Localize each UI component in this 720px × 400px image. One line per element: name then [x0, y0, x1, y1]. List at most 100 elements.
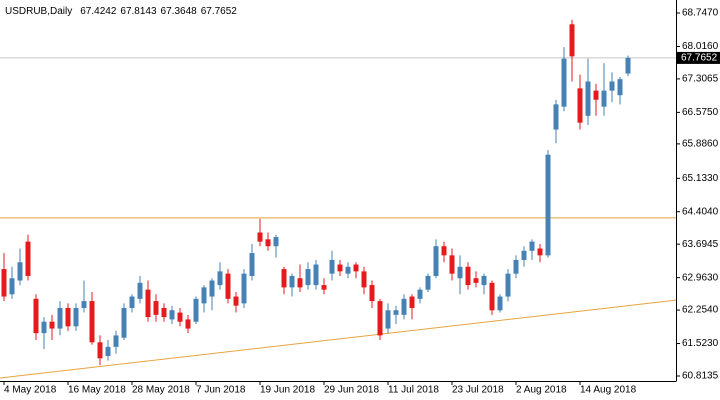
x-tick-label: 19 Jun 2018: [260, 385, 315, 396]
candle-body: [289, 275, 295, 288]
candle-body: [41, 321, 47, 334]
candle-body: [193, 298, 199, 322]
price-label: 67.7652: [681, 53, 718, 64]
candle-body: [145, 289, 151, 318]
candle-body: [281, 269, 287, 288]
candle-body: [561, 58, 567, 107]
candle-body: [537, 248, 543, 256]
x-tick-label: 29 Jun 2018: [324, 385, 379, 396]
candle-body: [49, 321, 55, 329]
candle-body: [377, 301, 383, 336]
candle-body: [313, 264, 319, 286]
candle-body: [345, 266, 351, 274]
candle-body: [513, 259, 519, 274]
x-tick-label: 11 Jul 2018: [388, 385, 439, 396]
candle-body: [577, 88, 583, 123]
candle-body: [297, 278, 303, 288]
candle-body: [505, 273, 511, 297]
y-tick-label: 68.0160: [682, 41, 719, 52]
candle-body: [521, 250, 527, 260]
candle-body: [409, 296, 415, 308]
candle-body: [609, 81, 615, 91]
candle-body: [265, 239, 271, 247]
trend-line: [0, 299, 676, 379]
last-high: 67.8143: [120, 6, 157, 17]
candle-body: [209, 280, 215, 297]
candle-body: [497, 296, 503, 311]
candle-body: [185, 319, 191, 329]
candle-body: [273, 237, 279, 247]
candle-body: [385, 310, 391, 329]
candle-body: [553, 104, 559, 130]
candle-body: [105, 346, 111, 357]
candle-body: [369, 285, 375, 302]
y-tick-label: 63.6945: [682, 239, 719, 250]
candle-body: [433, 246, 439, 276]
candle-body: [617, 79, 623, 96]
last-close: 67.7652: [201, 6, 238, 17]
x-tick-label: 28 May 2018: [132, 385, 190, 396]
candle-body: [305, 269, 311, 286]
x-tick-label: 7 Jun 2018: [196, 385, 246, 396]
candle-body: [57, 307, 63, 329]
candle-body: [329, 259, 335, 274]
candle-body: [569, 24, 575, 57]
candle-body: [489, 282, 495, 311]
candle-body: [169, 310, 175, 320]
candle-body: [81, 301, 87, 308]
candle-body: [257, 232, 263, 242]
candle-body: [129, 296, 135, 308]
candle-body: [449, 255, 455, 274]
candle-body: [473, 278, 479, 283]
y-tick-label: 67.3065: [682, 74, 719, 85]
last-open: 67.4242: [80, 6, 117, 17]
candle-body: [121, 307, 127, 338]
candle-body: [65, 307, 71, 327]
candle-body: [233, 296, 239, 306]
candle-body: [113, 335, 119, 347]
candle-body: [625, 57, 631, 74]
candle-body: [1, 269, 7, 297]
y-tick-label: 60.8135: [682, 371, 719, 382]
candle-body: [225, 273, 231, 299]
candle-body: [353, 264, 359, 272]
y-tick-label: 62.9630: [682, 272, 719, 283]
x-tick-label: 14 Aug 2018: [580, 385, 637, 396]
candle-body: [137, 282, 143, 299]
candle-body: [457, 266, 463, 279]
candle-body: [337, 264, 343, 272]
candle-body: [73, 307, 79, 327]
plot-area: [0, 19, 676, 379]
chart-header: USDRUB,Daily 67.4242 67.8143 67.3648 67.7652: [5, 6, 237, 17]
y-tick-label: 65.8860: [682, 139, 719, 150]
y-tick-label: 61.5230: [682, 338, 719, 349]
candle-body: [441, 246, 447, 256]
candle-body: [401, 298, 407, 315]
candle-body: [545, 154, 551, 256]
candle-body: [465, 266, 471, 286]
y-tick-label: 62.2540: [682, 305, 719, 316]
y-tick-label: 65.1330: [682, 173, 719, 184]
last-low: 67.3648: [161, 6, 198, 17]
candle-body: [417, 289, 423, 299]
candle-body: [17, 262, 23, 281]
candle-body: [585, 81, 591, 116]
candle-body: [361, 271, 367, 288]
candle-body: [25, 241, 31, 276]
x-tick-label: 4 May 2018: [4, 385, 57, 396]
y-tick-label: 64.4040: [682, 206, 719, 217]
candle-body: [529, 241, 535, 251]
y-tick-label: 68.7470: [682, 8, 719, 19]
x-tick-label: 16 May 2018: [68, 385, 126, 396]
x-tick-label: 23 Jul 2018: [452, 385, 504, 396]
candle-body: [153, 301, 159, 315]
candle-body: [9, 278, 15, 295]
candle-body: [161, 307, 167, 318]
candle-body: [177, 312, 183, 322]
chart-title: USDRUB,Daily: [5, 6, 72, 17]
candle-body: [97, 342, 103, 359]
candle-body: [249, 253, 255, 276]
candle-body: [89, 301, 95, 343]
